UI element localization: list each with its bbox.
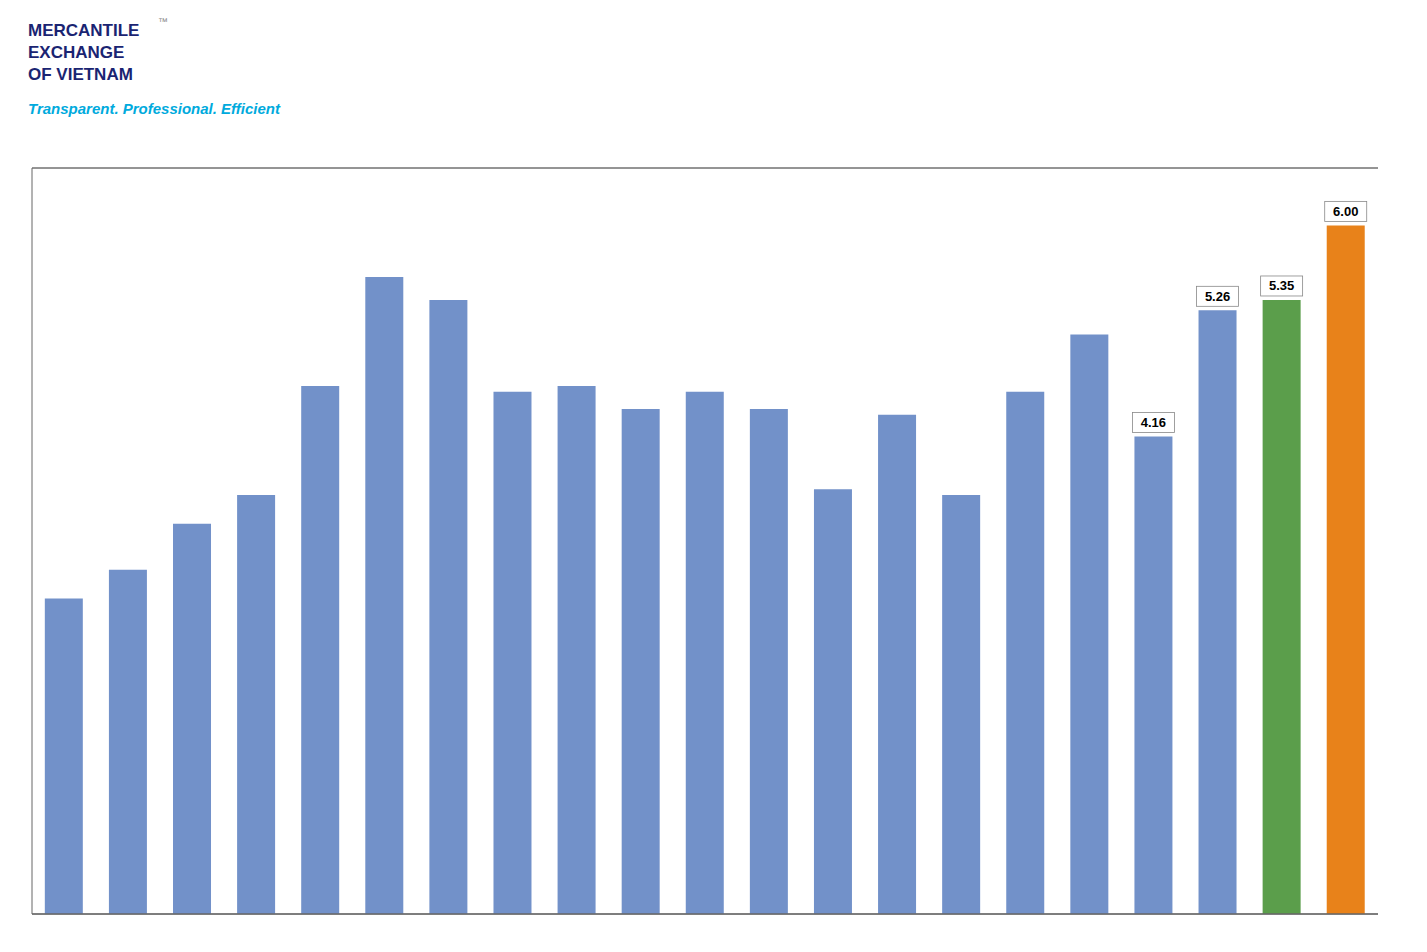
- svg-text:5.35: 5.35: [1269, 278, 1294, 293]
- html-text:MERCANTILE EXCHANGE OF VIETNAM: MERCANTILE EXCHANGE OF VIETNAM: [28, 21, 140, 85]
- svg-text:6.00: 6.00: [1333, 204, 1358, 219]
- html-text:Transparent. Professional. Eff: Transparent. Professional. Efficient: [28, 100, 280, 117]
- svg-text:4.16: 4.16: [1141, 415, 1166, 430]
- svg-text:5.26: 5.26: [1205, 289, 1230, 304]
